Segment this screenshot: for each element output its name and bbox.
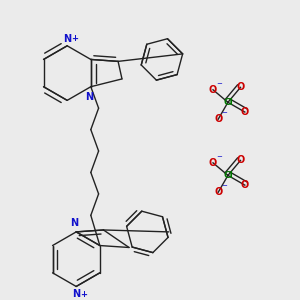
Text: O: O [209,85,217,95]
Text: O: O [236,82,244,92]
Text: −: − [216,154,222,160]
Text: −: − [221,110,227,116]
Text: −: − [221,183,227,189]
Text: +: + [71,34,79,43]
Text: O: O [236,155,244,166]
Text: Cl: Cl [223,171,233,180]
Text: −: − [216,81,222,87]
Text: N: N [72,290,80,299]
Text: O: O [214,114,222,124]
Text: N: N [70,218,78,228]
Text: O: O [214,187,222,197]
Text: O: O [209,158,217,168]
Text: +: + [80,290,88,299]
Text: Cl: Cl [223,98,233,107]
Text: N: N [63,34,71,44]
Text: O: O [241,180,249,190]
Text: N: N [85,92,93,102]
Text: O: O [241,107,249,117]
